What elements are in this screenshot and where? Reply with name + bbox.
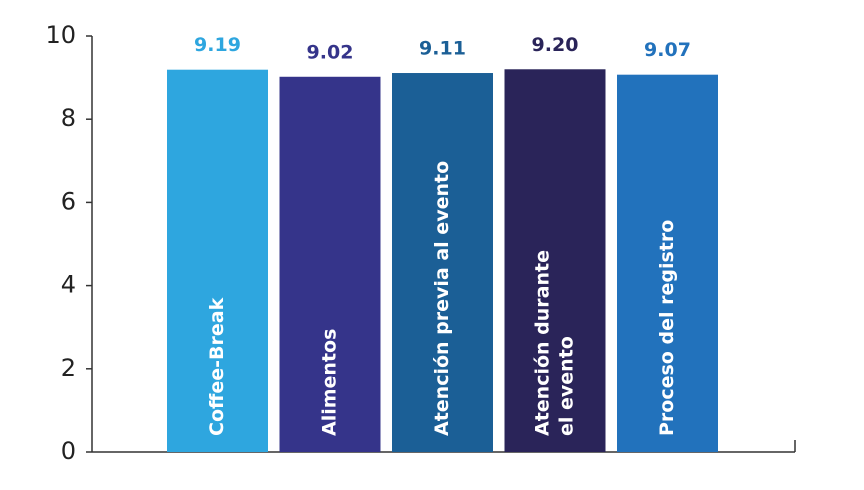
value-label: 9.07	[644, 39, 691, 61]
y-tick-label: 4	[61, 271, 76, 299]
y-tick-label: 2	[61, 354, 76, 382]
category-label: Alimentos	[319, 329, 341, 436]
y-tick-label: 10	[45, 21, 76, 49]
value-label: 9.20	[532, 34, 579, 56]
category-label: el evento	[556, 336, 578, 436]
bar	[617, 74, 718, 453]
category-label: Coffee-Break	[206, 297, 228, 436]
y-tick-label: 6	[61, 187, 76, 215]
value-label: 9.11	[419, 38, 466, 60]
value-label: 9.02	[307, 41, 354, 63]
y-tick-label: 0	[61, 437, 76, 465]
category-label: Atención previa al evento	[431, 161, 453, 436]
category-label: Atención durante	[532, 250, 554, 436]
bar	[279, 76, 381, 452]
category-label: Proceso del registro	[656, 220, 678, 436]
value-label: 9.19	[194, 34, 241, 56]
bar	[504, 69, 606, 452]
bar	[392, 73, 493, 453]
y-tick-label: 8	[61, 104, 76, 132]
bar	[167, 69, 268, 453]
